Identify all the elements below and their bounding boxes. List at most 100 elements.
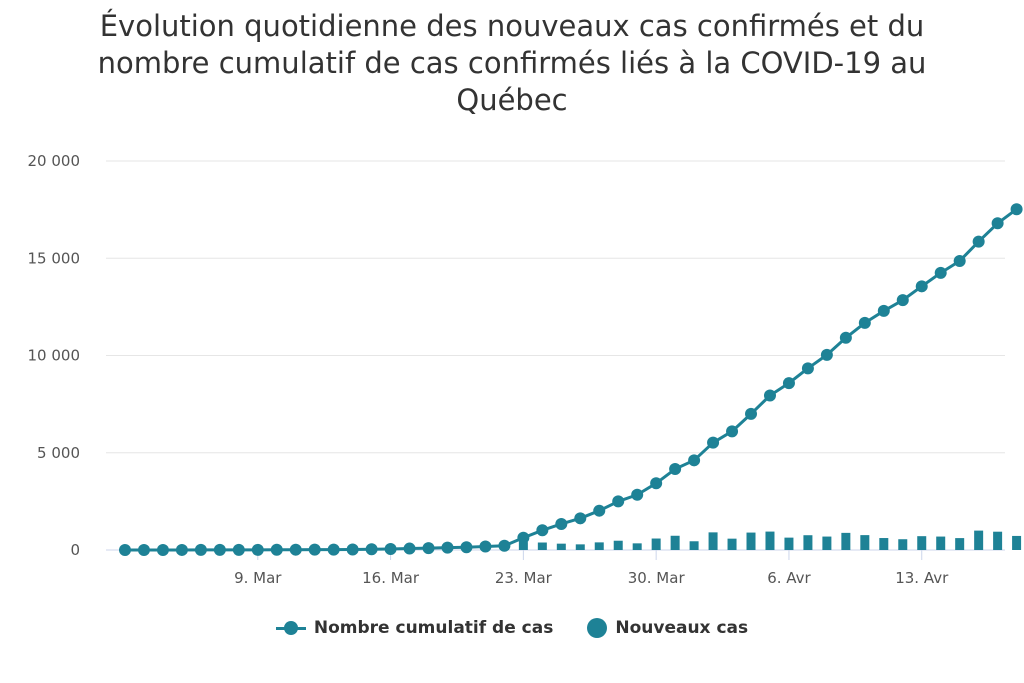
bar	[974, 530, 984, 550]
data-point	[972, 235, 985, 248]
data-point	[479, 540, 492, 553]
data-point	[232, 543, 245, 556]
data-point	[953, 254, 966, 267]
data-point	[251, 543, 264, 556]
data-point	[384, 543, 397, 556]
data-point	[858, 316, 871, 329]
data-point	[688, 454, 701, 467]
x-tick-label: 30. Mar	[628, 569, 686, 587]
data-point	[745, 407, 758, 420]
y-axis-ticks: 0 5 000 10 000 15 000 20 000	[28, 152, 81, 559]
data-point	[194, 543, 207, 556]
x-tick-label: 16. Mar	[362, 569, 420, 587]
data-point	[327, 543, 340, 556]
bar	[822, 536, 832, 550]
y-tick-label: 20 000	[28, 152, 81, 170]
y-tick-label: 0	[70, 541, 80, 559]
cumulative-line-series	[119, 203, 1023, 556]
bar	[746, 532, 756, 550]
data-point	[1010, 203, 1023, 216]
data-point	[612, 495, 625, 508]
data-point	[517, 531, 530, 544]
data-point	[365, 543, 378, 556]
data-point	[403, 542, 416, 555]
bar	[708, 532, 718, 550]
y-tick-label: 10 000	[28, 347, 81, 365]
data-point	[441, 541, 454, 554]
bar	[537, 542, 547, 550]
data-point	[839, 331, 852, 344]
data-point	[308, 543, 321, 556]
bar	[917, 536, 927, 550]
bar	[651, 538, 661, 550]
data-point	[934, 266, 947, 279]
legend-label-new-cases: Nouveaux cas	[615, 618, 749, 638]
data-point	[801, 362, 814, 375]
data-point	[726, 425, 739, 438]
x-tick-label: 13. Avr	[895, 569, 949, 587]
bar	[689, 541, 699, 550]
bar	[898, 539, 908, 550]
bar	[841, 532, 851, 550]
x-tick-label: 9. Mar	[234, 569, 282, 587]
chart-title-line-3: Québec	[456, 83, 568, 117]
data-point	[707, 436, 720, 449]
bar	[955, 538, 965, 550]
bar	[518, 542, 528, 550]
data-point	[536, 524, 549, 537]
bar	[556, 543, 566, 550]
data-point	[213, 543, 226, 556]
chart-title: Évolution quotidienne des nouveaux cas c…	[40, 8, 984, 119]
gridlines	[106, 160, 1005, 454]
data-point	[763, 389, 776, 402]
y-tick-label: 15 000	[28, 249, 81, 267]
bar	[803, 535, 813, 550]
dot-marker-icon	[587, 618, 608, 638]
data-point	[820, 348, 833, 361]
cumulative-line	[125, 208, 1018, 552]
legend-item-cumulative[interactable]: Nombre cumulatif de cas	[275, 618, 554, 638]
bar	[765, 531, 775, 550]
bar	[784, 537, 794, 550]
bar	[879, 538, 889, 550]
chart-plot-area: 0 5 000 10 000 15 000 20 000 9. Mar 16. Mar 23…	[28, 152, 1023, 587]
bar	[1012, 535, 1022, 550]
data-point	[650, 477, 663, 490]
data-point	[498, 539, 511, 552]
data-point	[669, 463, 682, 476]
bar	[594, 542, 604, 550]
line-marker-icon	[275, 621, 306, 635]
x-tick-label: 6. Avr	[767, 569, 811, 587]
data-point	[877, 304, 890, 317]
bar	[670, 535, 680, 550]
bar	[860, 535, 870, 550]
data-point	[574, 512, 587, 525]
data-point	[156, 543, 169, 556]
bar	[613, 540, 623, 550]
data-point	[782, 377, 795, 390]
data-point	[460, 541, 473, 554]
data-point	[915, 280, 928, 293]
y-tick-label: 5 000	[37, 444, 80, 462]
data-point	[119, 543, 131, 556]
data-point	[991, 217, 1004, 230]
data-point	[270, 543, 283, 556]
x-tick-label: 23. Mar	[495, 569, 553, 587]
data-point	[555, 517, 568, 530]
legend-item-new-cases[interactable]: Nouveaux cas	[587, 618, 748, 638]
data-point	[175, 543, 188, 556]
bar	[993, 531, 1003, 550]
chart-legend: Nombre cumulatif de cas Nouveaux cas	[0, 618, 1024, 638]
data-point	[896, 294, 909, 307]
bar	[727, 538, 737, 550]
data-point	[631, 488, 644, 501]
data-point	[346, 543, 359, 556]
data-point	[289, 543, 302, 556]
data-point	[593, 504, 606, 517]
x-axis-ticks: 9. Mar 16. Mar 23. Mar 30. Mar 6. Avr 13. Avr	[234, 550, 949, 587]
bar	[575, 544, 585, 550]
data-point	[137, 543, 150, 556]
chart-title-line-1: Évolution quotidienne des nouveaux cas c…	[99, 9, 925, 43]
legend-label-cumulative: Nombre cumulatif de cas	[313, 618, 554, 638]
chart-title-line-2: nombre cumulatif de cas confirmés liés à…	[97, 46, 927, 80]
